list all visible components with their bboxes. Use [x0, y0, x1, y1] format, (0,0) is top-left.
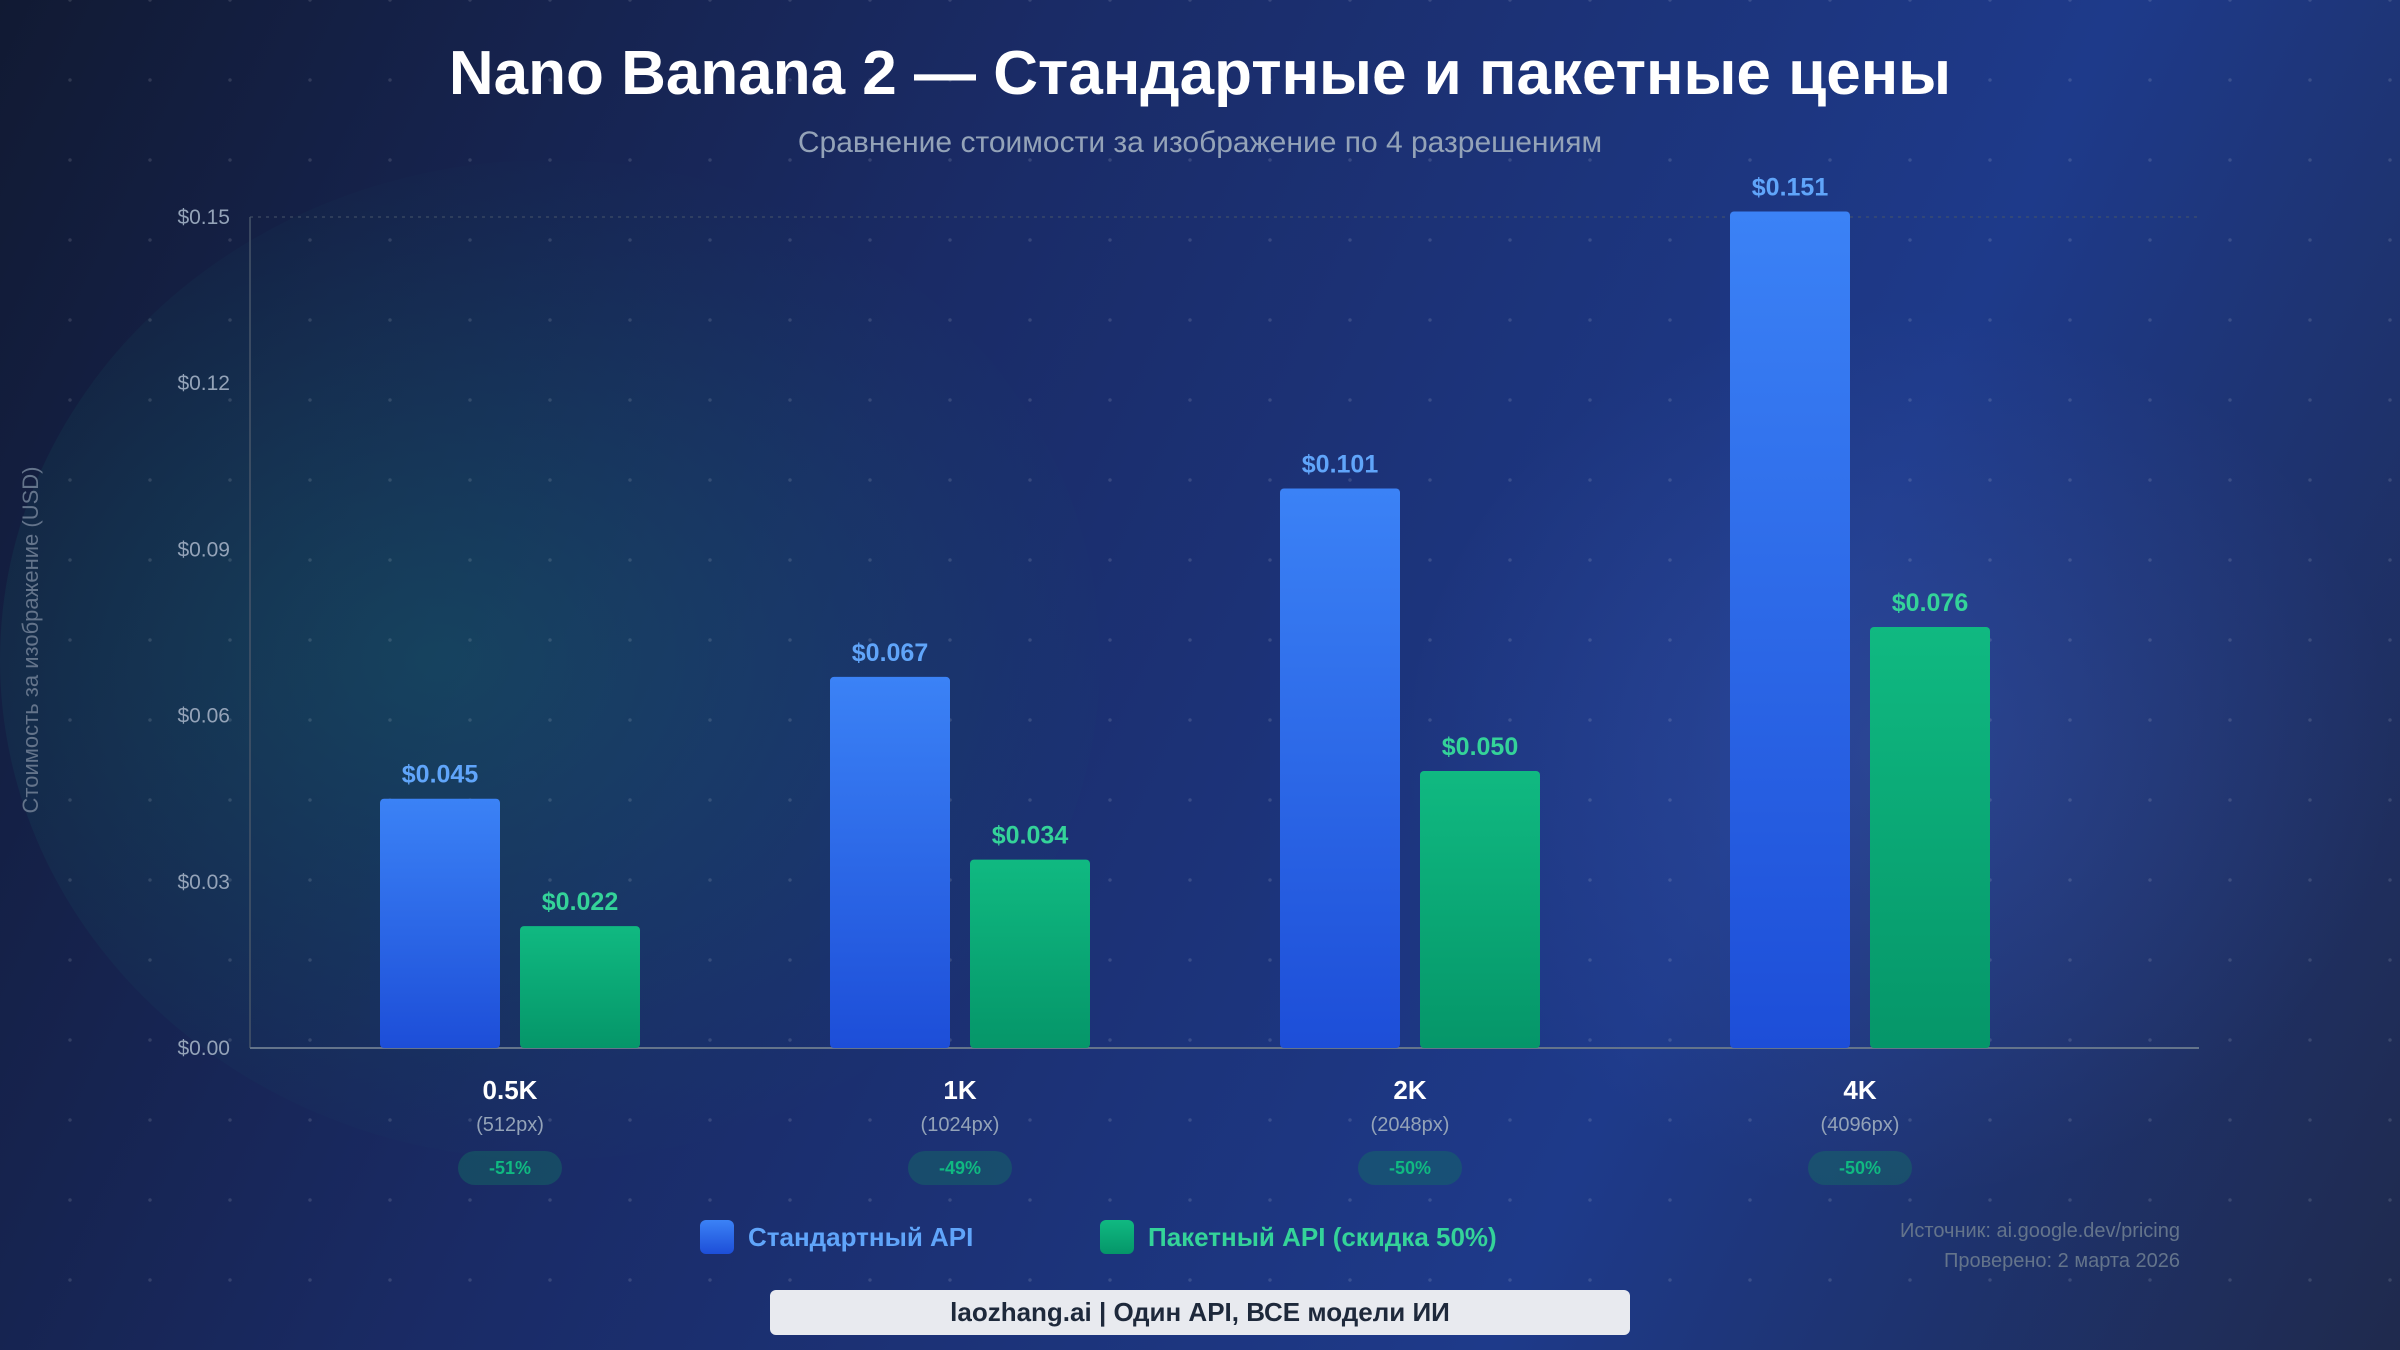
category-label-group: 0.5K (512px) -51% [458, 1075, 562, 1185]
footer-banner: laozhang.ai | Один API, ВСЕ модели ИИ [770, 1290, 1630, 1335]
bar-batch [520, 926, 640, 1048]
bar-batch [970, 859, 1090, 1048]
category-resolution: (1024px) [920, 1114, 1000, 1136]
legend-swatch-standard [700, 1220, 734, 1254]
category-resolution: (512px) [476, 1114, 544, 1136]
discount-badge: -49% [908, 1151, 1012, 1185]
y-tick-label: $0.00 [177, 1037, 230, 1060]
y-tick-label: $0.12 [177, 372, 230, 395]
checked-date: Проверено: 2 марта 2026 [1943, 1250, 2180, 1272]
bar-standard [830, 676, 950, 1048]
y-tick-label: $0.03 [177, 871, 230, 894]
category-label-group: 4K (4096px) -50% [1808, 1075, 1912, 1185]
bar-value-label: $0.045 [402, 761, 479, 789]
category-label: 4K [1843, 1075, 1877, 1105]
category-label: 2K [1393, 1075, 1427, 1105]
chart-title: Nano Banana 2 — Стандартные и пакетные ц… [448, 39, 1952, 108]
bar-value-label: $0.076 [1892, 589, 1968, 617]
bar-standard [1280, 488, 1400, 1049]
legend-item-standard: Стандартный API [700, 1220, 973, 1254]
bar-value-label: $0.034 [992, 822, 1069, 850]
y-tick-label: $0.15 [177, 206, 230, 229]
category-resolution: (4096px) [1820, 1114, 1900, 1136]
discount-badge: -50% [1358, 1151, 1462, 1185]
y-tick-label: $0.06 [177, 705, 230, 728]
discount-badge: -50% [1808, 1151, 1912, 1185]
category-resolution: (2048px) [1370, 1114, 1450, 1136]
category-label: 0.5K [482, 1075, 538, 1105]
bar-value-label: $0.151 [1752, 173, 1829, 201]
legend-label: Пакетный API (скидка 50%) [1148, 1221, 1497, 1252]
legend-item-batch: Пакетный API (скидка 50%) [1100, 1220, 1497, 1254]
bar-standard [380, 798, 500, 1048]
bar-batch [1870, 626, 1990, 1048]
chart-subtitle: Сравнение стоимости за изображение по 4 … [797, 126, 1603, 159]
category-label-group: 1K (1024px) -49% [908, 1075, 1012, 1185]
bar-value-label: $0.067 [852, 639, 928, 667]
bar-value-label: $0.022 [542, 888, 618, 916]
bar-standard [1730, 211, 1850, 1048]
bar-batch [1420, 771, 1540, 1048]
source-note: Источник: ai.google.dev/pricing [1900, 1220, 2180, 1242]
legend-label: Стандартный API [748, 1221, 974, 1252]
category-label: 1K [943, 1075, 977, 1105]
legend-swatch-batch [1100, 1220, 1134, 1254]
bar-value-label: $0.050 [1442, 733, 1518, 761]
y-tick-label: $0.09 [177, 538, 230, 561]
bar-value-label: $0.101 [1302, 450, 1379, 478]
category-label-group: 2K (2048px) -50% [1358, 1075, 1462, 1185]
discount-badge: -51% [458, 1151, 562, 1185]
